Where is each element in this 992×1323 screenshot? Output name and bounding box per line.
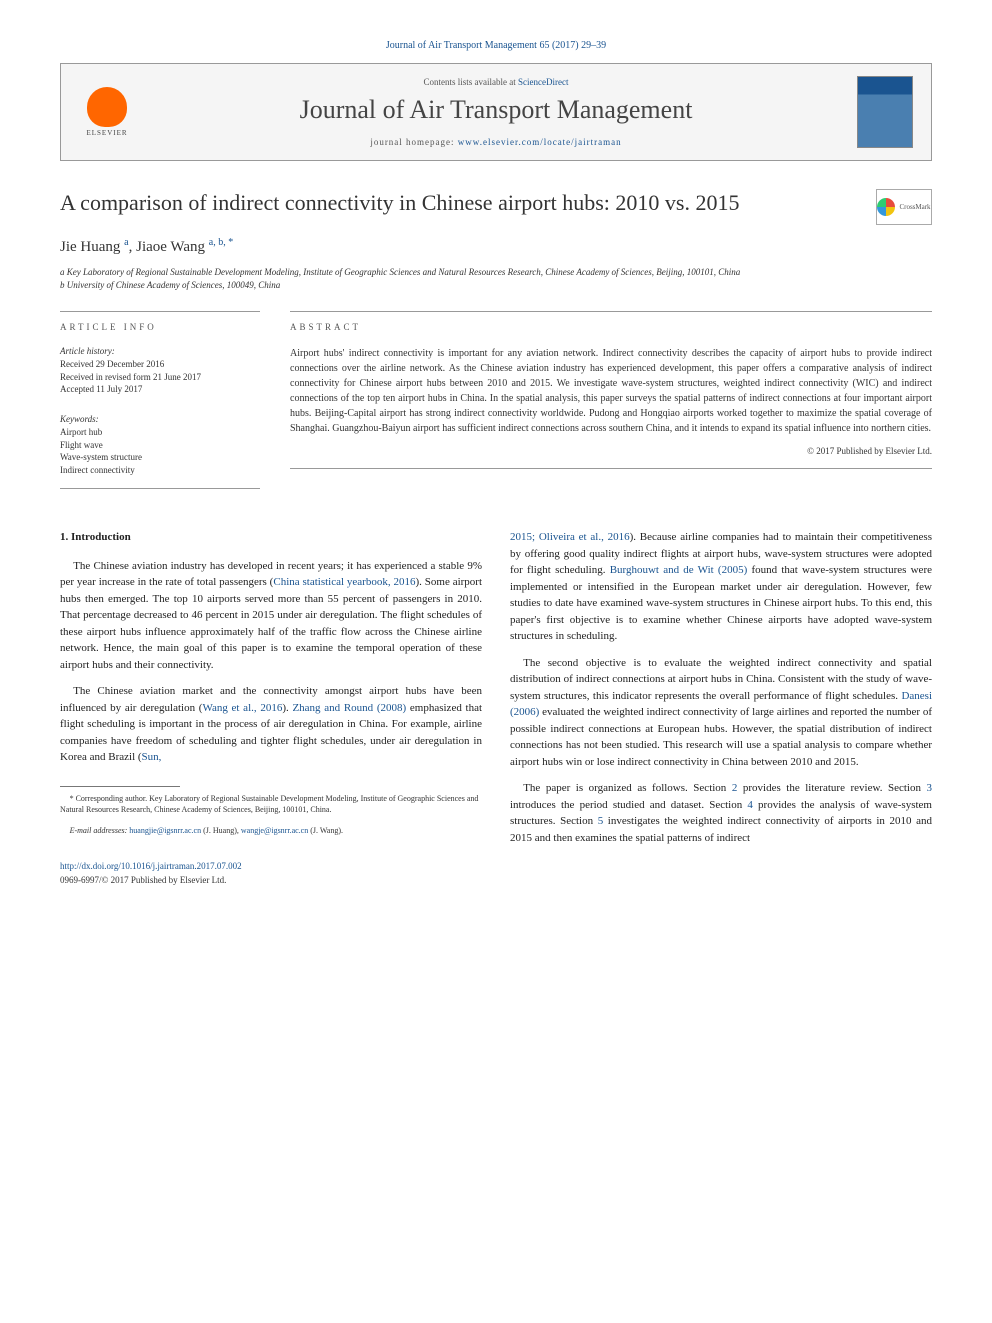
- p1-text-b: ). Some airport hubs then emerged. The t…: [60, 576, 482, 671]
- homepage-line: journal homepage: www.elsevier.com/locat…: [135, 137, 857, 147]
- keyword-2: Wave-system structure: [60, 451, 260, 464]
- keyword-3: Indirect connectivity: [60, 464, 260, 477]
- p5-text-a: The paper is organized as follows. Secti…: [523, 782, 732, 794]
- abstract-text: Airport hubs' indirect connectivity is i…: [290, 346, 932, 436]
- sciencedirect-link[interactable]: ScienceDirect: [518, 77, 568, 87]
- body-p2: The Chinese aviation market and the conn…: [60, 683, 482, 766]
- abstract-column: ABSTRACT Airport hubs' indirect connecti…: [290, 311, 932, 489]
- body-p5: The paper is organized as follows. Secti…: [510, 780, 932, 846]
- affiliations: a Key Laboratory of Regional Sustainable…: [60, 266, 932, 291]
- p5-text-c: introduces the period studied and datase…: [510, 799, 747, 811]
- p2-text-b: ).: [282, 702, 292, 714]
- history-label: Article history:: [60, 346, 260, 356]
- body-p3: 2015; Oliveira et al., 2016). Because ai…: [510, 529, 932, 645]
- email-2-link[interactable]: wangje@igsnrr.ac.cn: [241, 826, 308, 835]
- body-col-left: 1. Introduction The Chinese aviation ind…: [60, 529, 482, 887]
- footnote-rule: [60, 786, 180, 787]
- keyword-1: Flight wave: [60, 439, 260, 452]
- info-bottom-rule: [60, 488, 260, 489]
- journal-name: Journal of Air Transport Management: [135, 95, 857, 125]
- body-p1: The Chinese aviation industry has develo…: [60, 558, 482, 674]
- journal-citation: Journal of Air Transport Management 65 (…: [60, 40, 932, 51]
- article-info-label: ARTICLE INFO: [60, 311, 260, 332]
- info-abstract-row: ARTICLE INFO Article history: Received 2…: [60, 311, 932, 489]
- body-col-right: 2015; Oliveira et al., 2016). Because ai…: [510, 529, 932, 887]
- cite-wang-2016[interactable]: Wang et al., 2016: [202, 702, 282, 714]
- doi-link[interactable]: http://dx.doi.org/10.1016/j.jairtraman.2…: [60, 861, 242, 871]
- abstract-copyright: © 2017 Published by Elsevier Ltd.: [290, 446, 932, 456]
- abstract-bottom-rule: [290, 468, 932, 469]
- crossmark-badge[interactable]: CrossMark: [876, 189, 932, 225]
- p4-text-a: The second objective is to evaluate the …: [510, 657, 932, 702]
- article-info: ARTICLE INFO Article history: Received 2…: [60, 311, 260, 489]
- homepage-prefix: journal homepage:: [370, 137, 457, 147]
- cite-china-yearbook[interactable]: China statistical yearbook, 2016: [273, 576, 415, 588]
- section-1-heading: 1. Introduction: [60, 529, 482, 546]
- journal-header-box: ELSEVIER Contents lists available at Sci…: [60, 63, 932, 161]
- authors: Jie Huang a, Jiaoe Wang a, b, *: [60, 237, 932, 256]
- cite-2015-oliveira[interactable]: 2015; Oliveira et al., 2016: [510, 531, 630, 543]
- contents-prefix: Contents lists available at: [424, 77, 518, 87]
- body-p4: The second objective is to evaluate the …: [510, 655, 932, 771]
- body-columns: 1. Introduction The Chinese aviation ind…: [60, 529, 932, 887]
- history-revised: Received in revised form 21 June 2017: [60, 371, 260, 384]
- author-sep: ,: [129, 239, 137, 255]
- author-1: Jie Huang: [60, 239, 120, 255]
- author-2-sup: a, b, *: [209, 237, 233, 248]
- footnote-corresponding: * Corresponding author. Key Laboratory o…: [60, 793, 482, 815]
- issn-line: 0969-6997/© 2017 Published by Elsevier L…: [60, 875, 226, 885]
- history-accepted: Accepted 11 July 2017: [60, 383, 260, 396]
- section-3-link[interactable]: 3: [927, 782, 933, 794]
- email-1-link[interactable]: huangjie@igsnrr.ac.cn: [129, 826, 201, 835]
- header-center: Contents lists available at ScienceDirec…: [135, 77, 857, 147]
- article-title: A comparison of indirect connectivity in…: [60, 189, 876, 218]
- cite-zhang-round[interactable]: Zhang and Round (2008): [292, 702, 406, 714]
- contents-line: Contents lists available at ScienceDirec…: [135, 77, 857, 87]
- crossmark-label: CrossMark: [899, 203, 930, 211]
- journal-cover-thumb: [857, 76, 913, 148]
- crossmark-icon: [877, 198, 895, 216]
- title-row: A comparison of indirect connectivity in…: [60, 189, 932, 225]
- keywords-label: Keywords:: [60, 414, 260, 424]
- email-2-name: (J. Wang).: [308, 826, 343, 835]
- p4-text-b: evaluated the weighted indirect connecti…: [510, 706, 932, 768]
- author-2: Jiaoe Wang: [136, 239, 205, 255]
- doi-block: http://dx.doi.org/10.1016/j.jairtraman.2…: [60, 860, 482, 887]
- abstract-label: ABSTRACT: [290, 311, 932, 332]
- p5-text-b: provides the literature review. Section: [737, 782, 926, 794]
- cite-burghouwt[interactable]: Burghouwt and de Wit (2005): [610, 564, 748, 576]
- footnote-emails: E-mail addresses: huangjie@igsnrr.ac.cn …: [60, 825, 482, 836]
- homepage-link[interactable]: www.elsevier.com/locate/jairtraman: [458, 137, 622, 147]
- affiliation-b: b University of Chinese Academy of Scien…: [60, 279, 932, 292]
- email-1-name: (J. Huang),: [201, 826, 241, 835]
- elsevier-tree-icon: [87, 87, 127, 127]
- elsevier-label: ELSEVIER: [86, 129, 127, 137]
- keyword-0: Airport hub: [60, 426, 260, 439]
- cite-sun[interactable]: Sun,: [142, 751, 162, 763]
- elsevier-logo: ELSEVIER: [79, 82, 135, 142]
- email-label: E-mail addresses:: [70, 826, 130, 835]
- affiliation-a: a Key Laboratory of Regional Sustainable…: [60, 266, 932, 279]
- history-received: Received 29 December 2016: [60, 358, 260, 371]
